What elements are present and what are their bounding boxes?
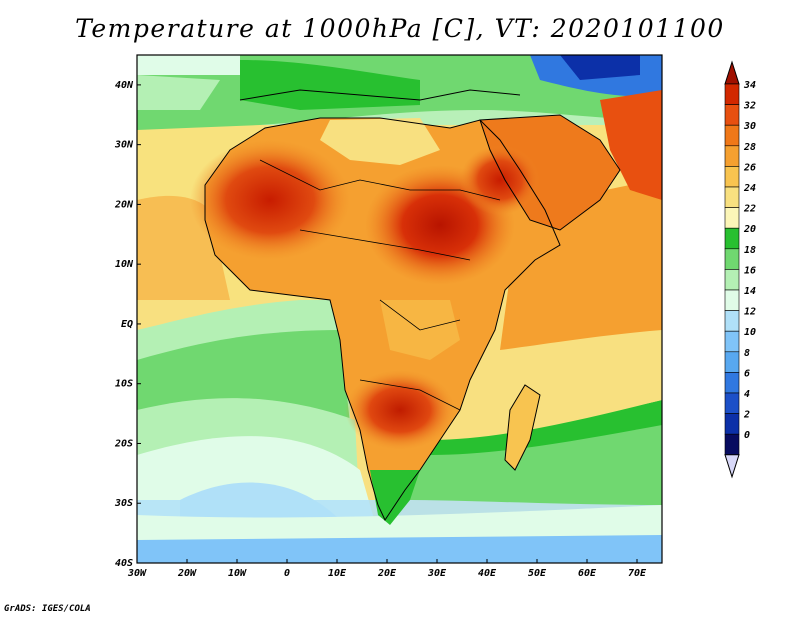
lat-label: 10N bbox=[115, 259, 134, 270]
colorbar-swatch bbox=[724, 330, 740, 353]
colorbar-swatch bbox=[724, 207, 740, 229]
colorbar-swatch bbox=[724, 104, 740, 126]
colorbar-swatch bbox=[724, 310, 740, 332]
colorbar-swatch bbox=[724, 83, 740, 105]
colorbar-label: 14 bbox=[744, 286, 756, 297]
lon-label: 20W bbox=[177, 568, 197, 579]
colorbar-label: 20 bbox=[743, 224, 756, 235]
colorbar-label: 6 bbox=[744, 368, 750, 379]
colorbar-swatch bbox=[724, 289, 740, 311]
colorbar-label: 24 bbox=[743, 183, 756, 194]
colorbar-label: 16 bbox=[744, 265, 756, 276]
lat-label: 30S bbox=[114, 498, 133, 509]
grads-credit: GrADS: IGES/COLA bbox=[4, 604, 91, 614]
lon-label: 0 bbox=[284, 568, 290, 579]
colorbar-swatch bbox=[724, 145, 740, 167]
colorbar-label: 2 bbox=[743, 410, 750, 421]
colorbar-swatch bbox=[724, 227, 740, 250]
lon-label: 30W bbox=[127, 568, 147, 579]
coastlines bbox=[204, 89, 621, 522]
colorbar-label: 12 bbox=[744, 307, 756, 318]
colorbar-swatch bbox=[724, 269, 740, 291]
colorbar-swatch bbox=[724, 124, 740, 147]
longitude-labels: 30W 20W 10W 0 10E 20E 30E 40E 50E 60E 70E bbox=[127, 559, 647, 579]
lon-label: 60E bbox=[578, 568, 597, 579]
colorbar-label: 26 bbox=[743, 162, 756, 173]
map-frame bbox=[136, 54, 663, 564]
lat-label: 20N bbox=[114, 199, 134, 210]
colorbar-label: 32 bbox=[743, 101, 756, 112]
colorbar-swatch bbox=[724, 433, 740, 456]
lon-label: 70E bbox=[628, 568, 647, 579]
colorbar-label: 0 bbox=[744, 430, 750, 441]
lat-label: EQ bbox=[121, 319, 133, 330]
lat-label: 40N bbox=[115, 80, 134, 91]
colorbar-swatch bbox=[724, 248, 740, 270]
lon-label: 30E bbox=[427, 568, 447, 579]
colorbar-max-triangle bbox=[724, 60, 740, 85]
colorbar-min-triangle bbox=[724, 454, 740, 479]
temperature-field bbox=[137, 55, 662, 563]
lat-label: 40S bbox=[115, 558, 133, 569]
colorbar-swatch bbox=[724, 186, 740, 208]
lon-label: 10E bbox=[328, 568, 347, 579]
lon-label: 40E bbox=[478, 568, 497, 579]
colorbar-swatch bbox=[724, 166, 740, 188]
lat-label: 30N bbox=[114, 140, 134, 151]
colorbar-label: 10 bbox=[744, 327, 756, 338]
lon-label: 10W bbox=[228, 568, 247, 579]
colorbar-swatch bbox=[724, 392, 740, 414]
lon-label: 50E bbox=[528, 568, 547, 579]
colorbar-label: 34 bbox=[743, 80, 756, 91]
colorbar-label: 28 bbox=[743, 142, 756, 153]
lat-label: 20S bbox=[114, 438, 133, 449]
colorbar-label: 4 bbox=[744, 389, 750, 400]
colorbar-label: 8 bbox=[744, 348, 750, 359]
colorbar-swatch bbox=[724, 413, 740, 435]
latitude-labels: 40N 30N 20N 10N EQ 10S 20S 30S 40S bbox=[114, 80, 141, 569]
colorbar-label: 22 bbox=[743, 204, 756, 215]
lat-label: 10S bbox=[115, 379, 133, 390]
lon-label: 20E bbox=[377, 568, 397, 579]
colorbar-label: 18 bbox=[744, 245, 756, 256]
colorbar-swatch bbox=[724, 351, 740, 373]
colorbar-swatch bbox=[724, 372, 740, 394]
map-title: Temperature at 1000hPa [C], VT: 20201011… bbox=[75, 14, 725, 43]
colorbar-label: 30 bbox=[743, 121, 756, 132]
